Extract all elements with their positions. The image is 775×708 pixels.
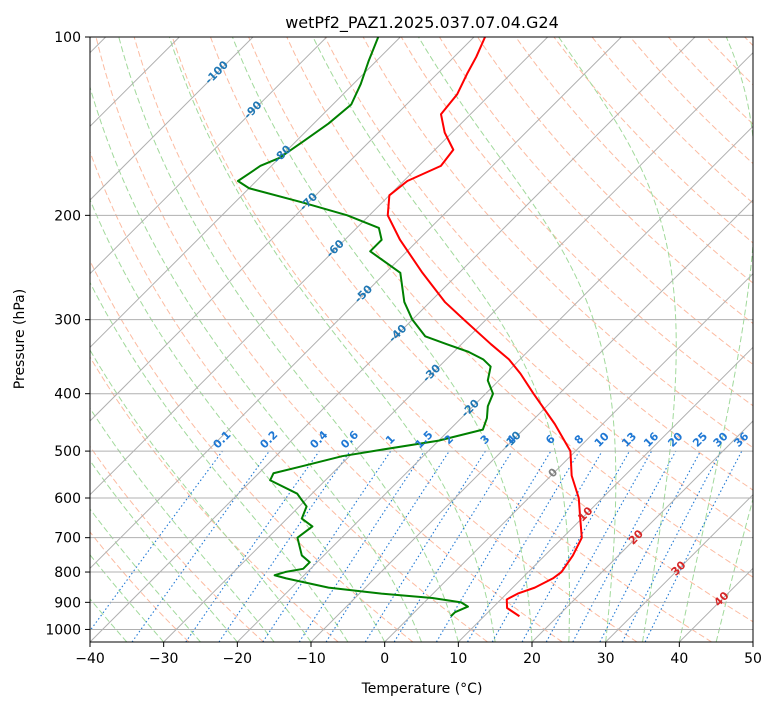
mixing-ratio-line	[262, 450, 392, 642]
isotherm-line	[90, 37, 254, 201]
x-tick-label: 40	[670, 651, 688, 667]
moist-adiabat-line	[90, 508, 201, 642]
y-tick-label: 500	[54, 444, 81, 460]
dry-adiabat-line	[439, 37, 753, 366]
mixing-ratio-lines	[90, 450, 743, 642]
dry-adiabat-line	[286, 37, 753, 534]
x-tick-label: 20	[523, 651, 541, 667]
isotherm-line	[457, 346, 753, 642]
y-tick-label: 100	[54, 30, 81, 46]
y-tick-label: 300	[54, 313, 81, 329]
y-tick-label: 200	[54, 208, 81, 224]
y-axis-ticks: 100 200 300 400 500 600 700 800 900 1000	[45, 30, 90, 638]
pressure-gridlines	[90, 37, 753, 630]
mixing-ratio-line	[325, 450, 450, 642]
moist-adiabat-line	[90, 407, 275, 642]
moist-adiabat-line	[118, 37, 459, 642]
isotherm-line	[90, 37, 475, 422]
dry-adiabat-line	[248, 37, 753, 578]
y-axis-label: Pressure (hPa)	[12, 289, 28, 389]
dry-adiabats	[90, 37, 753, 642]
dry-adiabat-line	[324, 37, 753, 491]
plot-frame	[89, 36, 754, 643]
mixing-ratio-line	[218, 450, 351, 642]
mixing-ratio-line	[131, 450, 270, 642]
moist-adiabat-line	[558, 37, 677, 642]
isotherm-line	[310, 199, 753, 642]
x-tick-label: 30	[597, 651, 615, 667]
dry-adiabat-line	[400, 37, 753, 407]
y-tick-label: 1000	[45, 622, 81, 638]
x-axis-ticks: −40 −30 −20 −10 0 10 20 30 40 50	[75, 642, 762, 667]
x-tick-label: −40	[75, 651, 105, 667]
x-tick-label: 50	[744, 651, 762, 667]
x-tick-label: −30	[149, 651, 179, 667]
isotherm-line	[90, 37, 328, 275]
isotherm-line	[90, 37, 401, 349]
temperature-profile	[386, 37, 583, 618]
y-tick-label: 800	[54, 565, 81, 581]
moist-adiabat-line	[90, 198, 386, 642]
isotherm-line	[163, 51, 753, 642]
sounding-series	[236, 37, 583, 618]
x-tick-label: −20	[223, 651, 253, 667]
moist-adiabat-line	[168, 37, 496, 642]
dry-adiabat-line	[133, 37, 638, 642]
mixing-ratio-line	[572, 450, 677, 642]
mixing-ratio-line	[644, 450, 743, 642]
isotherm-line	[531, 420, 753, 642]
dry-adiabat-line	[591, 37, 753, 204]
moist-adiabat-line	[90, 281, 349, 642]
moist-adiabat-line	[90, 85, 422, 642]
x-axis-label: Temperature (°C)	[361, 681, 483, 697]
x-tick-label: 10	[449, 651, 467, 667]
isotherm-line	[90, 37, 622, 570]
y-tick-label: 900	[54, 595, 81, 611]
mixing-ratio-line	[298, 450, 425, 642]
y-tick-label: 400	[54, 387, 81, 403]
x-tick-label: 0	[380, 651, 389, 667]
moist-adiabat-line	[90, 349, 312, 642]
dry-adiabat-line	[477, 37, 753, 325]
mixing-ratio-line	[185, 450, 320, 642]
isotherm-line	[90, 37, 696, 642]
moist-adiabat-line	[90, 598, 128, 642]
dry-adiabat-line	[515, 37, 753, 284]
dry-adiabat-line	[629, 37, 753, 165]
isotherm-line	[236, 125, 753, 642]
mixing-ratio-line	[90, 450, 223, 632]
isotherm-line	[605, 493, 753, 642]
dry-adiabat-line	[90, 531, 190, 642]
dry-adiabat-line	[553, 37, 753, 244]
mixing-ratio-line	[545, 450, 653, 642]
moist-adiabat-line	[312, 37, 570, 642]
dry-adiabat-line	[210, 37, 753, 623]
plot-area: -100-90-80-70-60-50-40-30-20-1000.1 0.2 0.…	[90, 37, 753, 642]
moist-adiabat-line	[90, 459, 238, 642]
dry-adiabat-line	[90, 150, 488, 642]
mixing-ratio-line	[521, 450, 630, 642]
y-tick-label: 700	[54, 531, 81, 547]
dewpoint-profile	[236, 37, 495, 617]
moist-adiabat-line	[418, 37, 617, 642]
moist-adiabat-line	[90, 554, 165, 642]
moist-adiabat-line	[231, 37, 533, 642]
moist-adiabats	[90, 37, 753, 642]
isotherm-line	[384, 272, 753, 642]
y-tick-label: 600	[54, 491, 81, 507]
moist-adiabat-line	[678, 37, 753, 642]
mixing-ratio-line	[393, 450, 513, 642]
x-tick-label: −10	[296, 651, 326, 667]
dry-adiabat-line	[95, 37, 563, 642]
chart-title: wetPf2_PAZ1.2025.037.07.04.G24	[285, 13, 559, 33]
